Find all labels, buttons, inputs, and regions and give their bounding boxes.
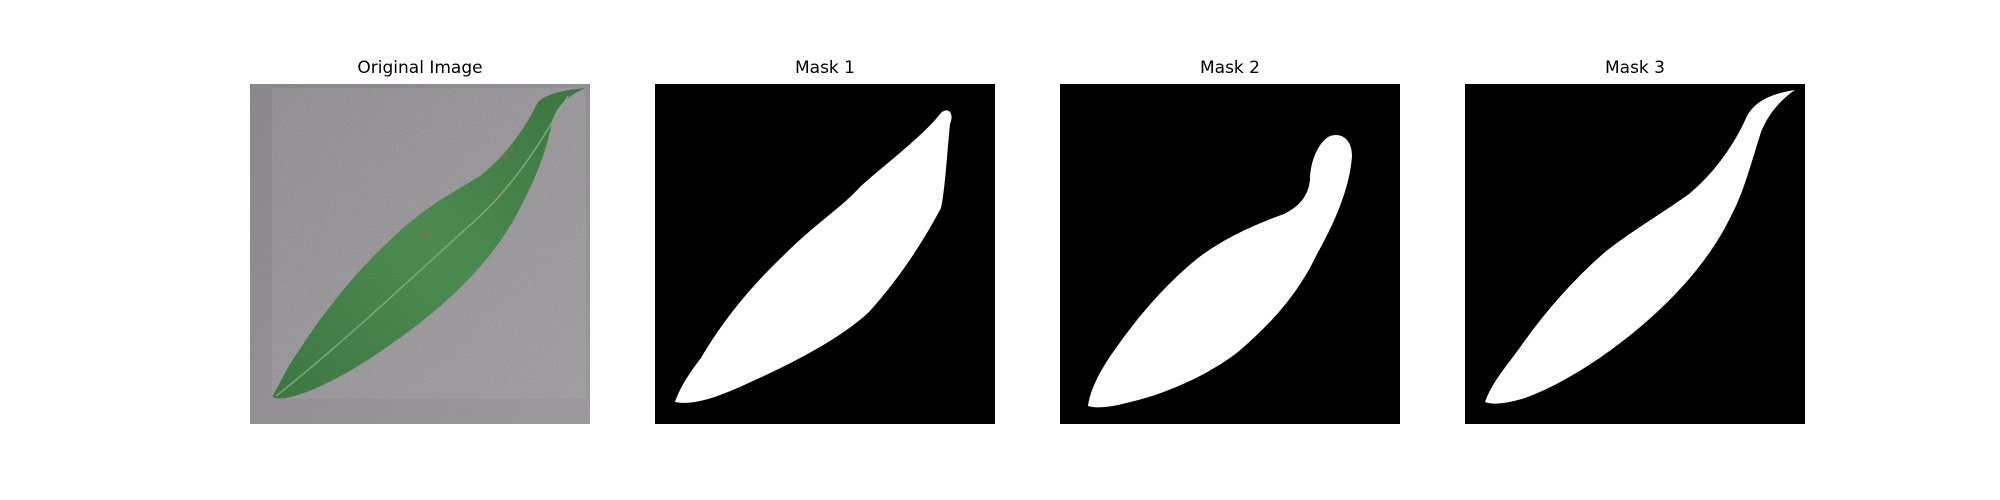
panel-title: Mask 3: [1604, 58, 1665, 78]
panel-title: Mask 1: [794, 58, 855, 78]
mask-foreground: [1088, 134, 1352, 408]
leaf-photo: [250, 84, 590, 424]
mask-foreground: [675, 110, 952, 403]
leaf-midrib: [275, 95, 569, 397]
panel-title: Mask 2: [1199, 58, 1260, 78]
leaf-spots: [422, 148, 514, 237]
panel-title: Original Image: [357, 58, 483, 78]
leaf-mask: [655, 84, 995, 424]
leaf-mask: [1060, 84, 1400, 424]
mask-foreground: [1485, 90, 1795, 404]
leaf-mask: [1465, 84, 1805, 424]
leaf-blade: [272, 88, 586, 399]
